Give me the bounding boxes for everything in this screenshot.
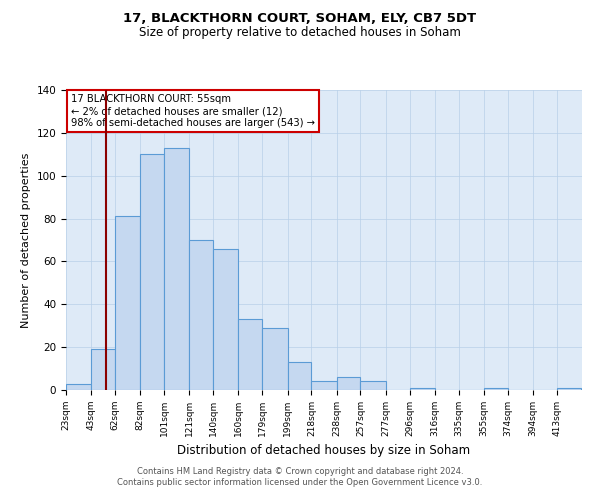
Bar bbox=[238, 320, 262, 390]
Bar bbox=[287, 362, 311, 390]
Bar bbox=[115, 216, 140, 390]
Bar bbox=[484, 388, 508, 390]
Bar bbox=[361, 382, 386, 390]
Y-axis label: Number of detached properties: Number of detached properties bbox=[21, 152, 31, 328]
Text: Size of property relative to detached houses in Soham: Size of property relative to detached ho… bbox=[139, 26, 461, 39]
Bar bbox=[140, 154, 164, 390]
Text: Contains HM Land Registry data © Crown copyright and database right 2024.: Contains HM Land Registry data © Crown c… bbox=[137, 467, 463, 476]
Bar bbox=[557, 388, 581, 390]
Bar bbox=[337, 377, 361, 390]
X-axis label: Distribution of detached houses by size in Soham: Distribution of detached houses by size … bbox=[178, 444, 470, 458]
Bar bbox=[311, 382, 337, 390]
Bar bbox=[91, 350, 115, 390]
Bar bbox=[262, 328, 287, 390]
Text: 17 BLACKTHORN COURT: 55sqm
← 2% of detached houses are smaller (12)
98% of semi-: 17 BLACKTHORN COURT: 55sqm ← 2% of detac… bbox=[71, 94, 315, 128]
Bar bbox=[190, 240, 213, 390]
Bar bbox=[213, 248, 238, 390]
Text: 17, BLACKTHORN COURT, SOHAM, ELY, CB7 5DT: 17, BLACKTHORN COURT, SOHAM, ELY, CB7 5D… bbox=[124, 12, 476, 26]
Text: Contains public sector information licensed under the Open Government Licence v3: Contains public sector information licen… bbox=[118, 478, 482, 487]
Bar bbox=[164, 148, 190, 390]
Bar bbox=[66, 384, 91, 390]
Bar bbox=[410, 388, 435, 390]
